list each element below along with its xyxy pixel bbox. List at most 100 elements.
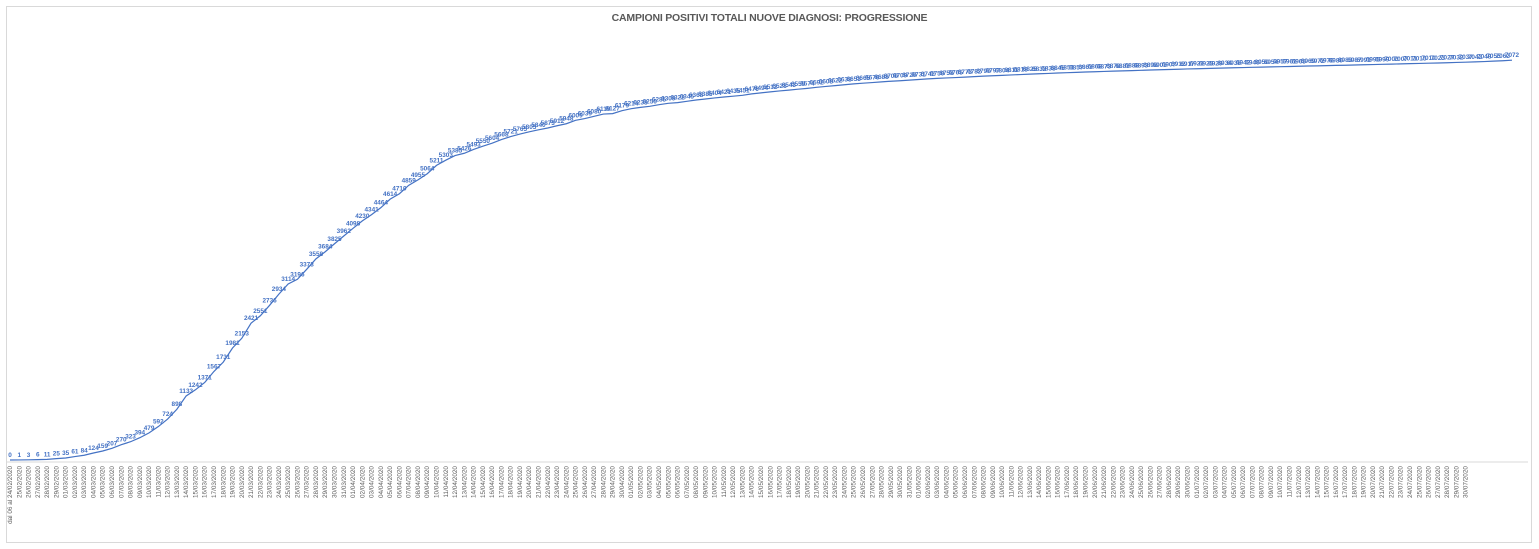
data-label: 6559 xyxy=(791,81,806,88)
x-tick-label: 15/05/2020 xyxy=(758,466,765,498)
data-label: 5385 xyxy=(448,148,463,155)
x-tick-label: 19/04/2020 xyxy=(517,466,524,498)
chart-area xyxy=(6,6,1532,543)
x-tick-label: 10/05/2020 xyxy=(712,466,719,498)
data-label: 3684 xyxy=(318,244,333,251)
data-label: 6929 xyxy=(1208,60,1223,67)
data-label: 6976 xyxy=(1319,58,1334,65)
x-tick-label: 17/07/2020 xyxy=(1342,466,1349,498)
data-label: 6950 xyxy=(1255,59,1270,66)
data-label: 6179 xyxy=(615,103,630,110)
data-label: 7072 xyxy=(1505,52,1520,59)
data-label: 6857 xyxy=(1069,64,1084,71)
data-label: 6782 xyxy=(967,69,982,76)
data-label: 6238 xyxy=(633,99,648,106)
data-label: 3825 xyxy=(327,236,342,243)
x-tick-label: 20/06/2020 xyxy=(1092,466,1099,498)
data-label: 6797 xyxy=(986,68,1001,75)
data-label: 5211 xyxy=(430,157,444,164)
data-label: 3558 xyxy=(309,251,324,258)
x-tick-label: 15/07/2020 xyxy=(1324,466,1331,498)
x-tick-label: 19/07/2020 xyxy=(1361,466,1368,498)
x-tick-label: 02/04/2020 xyxy=(359,466,366,498)
data-label: 7048 xyxy=(1477,54,1492,61)
data-label: 6893 xyxy=(1134,62,1149,69)
data-label: 6883 xyxy=(1115,63,1130,70)
x-tick-label: 06/05/2020 xyxy=(675,466,682,498)
x-tick-label: 28/06/2020 xyxy=(1166,466,1173,498)
chart-title: CAMPIONI POSITIVI TOTALI NUOVE DIAGNOSI:… xyxy=(611,12,928,24)
x-tick-label: 29/06/2020 xyxy=(1175,466,1182,498)
data-label: 6983 xyxy=(1338,57,1353,64)
data-label: 4098 xyxy=(346,220,361,227)
x-tick-label: 27/07/2020 xyxy=(1435,466,1442,498)
x-tick-label: 20/07/2020 xyxy=(1370,466,1377,498)
x-tick-label: 16/05/2020 xyxy=(767,466,774,498)
data-label: 7019 xyxy=(1421,55,1436,62)
data-label: 6700 xyxy=(884,73,899,80)
x-tick-label: 18/03/2020 xyxy=(220,466,227,498)
x-tick-label: 08/05/2020 xyxy=(693,466,700,498)
x-tick-label: 03/03/2020 xyxy=(81,466,88,498)
x-tick-label: 07/03/2020 xyxy=(118,466,125,498)
data-label: 6999 xyxy=(1375,56,1390,63)
x-tick-label: 24/04/2020 xyxy=(563,466,570,498)
data-label: 1567 xyxy=(207,363,222,370)
x-tick-label: 25/03/2020 xyxy=(285,466,292,498)
x-tick-label: 24/03/2020 xyxy=(276,466,283,498)
x-tick-label: 02/06/2020 xyxy=(925,466,932,498)
data-label: 479 xyxy=(144,425,155,432)
data-label: 6863 xyxy=(1078,64,1093,71)
data-label: 6804 xyxy=(995,67,1010,74)
x-tick-label: 26/06/2020 xyxy=(1147,466,1154,498)
x-tick-label: 01/04/2020 xyxy=(350,466,357,498)
x-tick-label: 17/06/2020 xyxy=(1064,466,1071,498)
data-label: 124 xyxy=(88,445,99,452)
x-tick-label: 23/05/2020 xyxy=(832,466,839,498)
x-tick-label: 16/07/2020 xyxy=(1333,466,1340,498)
x-tick-label: 13/07/2020 xyxy=(1305,466,1312,498)
x-tick-label: 17/03/2020 xyxy=(211,466,218,498)
data-label: 2421 xyxy=(244,315,259,322)
x-tick-label: 14/07/2020 xyxy=(1314,466,1321,498)
x-tick-label: 01/05/2020 xyxy=(628,466,635,498)
x-tick-label: 30/06/2020 xyxy=(1184,466,1191,498)
x-tick-label: 09/04/2020 xyxy=(424,466,431,498)
x-tick-label: 14/06/2020 xyxy=(1036,466,1043,498)
data-label: 6873 xyxy=(1097,63,1112,70)
x-tick-label: 21/06/2020 xyxy=(1101,466,1108,498)
data-label: 6942 xyxy=(1236,60,1251,67)
x-tick-label: 02/07/2020 xyxy=(1203,466,1210,498)
data-label: 6720 xyxy=(902,72,917,79)
x-tick-label: 27/03/2020 xyxy=(304,466,311,498)
data-label: 6688 xyxy=(874,74,889,81)
data-label: 6214 xyxy=(624,101,639,108)
data-label: 6921 xyxy=(1190,61,1205,68)
x-tick-label: 31/03/2020 xyxy=(341,466,348,498)
data-label: 6845 xyxy=(1051,65,1066,72)
x-tick-label: 11/03/2020 xyxy=(155,466,162,498)
x-tick-label: 05/06/2020 xyxy=(953,466,960,498)
data-label: 6080 xyxy=(587,108,602,115)
x-tick-label: 15/06/2020 xyxy=(1045,466,1052,498)
data-label: 6119 xyxy=(596,106,610,113)
data-label: 6494 xyxy=(754,85,769,92)
x-tick-label: 20/05/2020 xyxy=(804,466,811,498)
x-tick-label: 29/04/2020 xyxy=(610,466,617,498)
x-tick-label: 27/04/2020 xyxy=(591,466,598,498)
data-label: 5840 xyxy=(531,122,546,129)
x-tick-label: 26/03/2020 xyxy=(294,466,301,498)
data-label: 4464 xyxy=(374,200,389,207)
data-label: 6954 xyxy=(1264,59,1279,66)
data-label: 6851 xyxy=(1060,65,1075,72)
data-label: 6758 xyxy=(939,70,954,77)
data-label: 6811 xyxy=(1004,67,1018,74)
x-tick-label: 28/07/2020 xyxy=(1444,466,1451,498)
x-tick-label: 26/05/2020 xyxy=(860,466,867,498)
x-tick-label: 28/04/2020 xyxy=(600,466,607,498)
data-label: 6742 xyxy=(921,71,936,78)
data-label: 3373 xyxy=(300,261,315,268)
x-tick-label: 21/05/2020 xyxy=(814,466,821,498)
x-tick-label: 26/04/2020 xyxy=(582,466,589,498)
data-label: 6404 xyxy=(708,90,723,97)
